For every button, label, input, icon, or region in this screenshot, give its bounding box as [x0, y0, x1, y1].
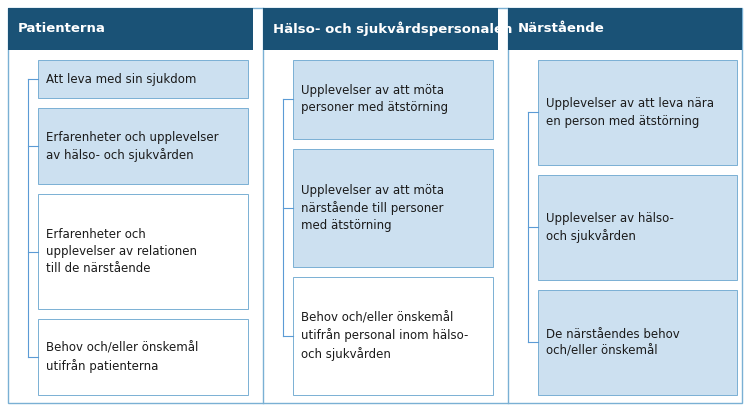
Bar	[38, 60, 248, 98]
Text: Erfarenheter och
upplevelser av relationen
till de närstående: Erfarenheter och upplevelser av relation…	[46, 228, 197, 275]
Text: Upplevelser av att möta
närstående till personer
med ätstörning: Upplevelser av att möta närstående till …	[301, 184, 444, 232]
Text: Erfarenheter och upplevelser
av hälso- och sjukvården: Erfarenheter och upplevelser av hälso- o…	[46, 131, 219, 162]
Text: Närstående: Närstående	[518, 23, 605, 35]
Text: Behov och/eller önskemål
utifrån personal inom hälso-
och sjukvården: Behov och/eller önskemål utifrån persona…	[301, 311, 468, 361]
Bar	[538, 60, 737, 165]
Bar	[508, 8, 742, 50]
Bar	[38, 108, 248, 185]
Bar	[38, 319, 248, 395]
Bar	[293, 149, 493, 267]
Bar	[538, 290, 737, 395]
Bar	[8, 8, 253, 50]
Text: De närståendes behov
och/eller önskemål: De närståendes behov och/eller önskemål	[546, 328, 680, 358]
Text: Behov och/eller önskemål
utifrån patienterna: Behov och/eller önskemål utifrån patient…	[46, 341, 198, 372]
Text: Att leva med sin sjukdom: Att leva med sin sjukdom	[46, 73, 196, 85]
Bar	[293, 60, 493, 139]
Text: Patienterna: Patienterna	[18, 23, 106, 35]
Text: Hälso- och sjukvårdspersonalen: Hälso- och sjukvårdspersonalen	[273, 22, 512, 36]
Bar	[293, 277, 493, 395]
Text: Upplevelser av att möta
personer med ätstörning: Upplevelser av att möta personer med äts…	[301, 84, 448, 114]
Bar	[38, 194, 248, 309]
Text: Upplevelser av att leva nära
en person med ätstörning: Upplevelser av att leva nära en person m…	[546, 97, 714, 127]
Bar	[538, 175, 737, 280]
Bar	[263, 8, 498, 50]
Text: Upplevelser av hälso-
och sjukvården: Upplevelser av hälso- och sjukvården	[546, 212, 674, 243]
